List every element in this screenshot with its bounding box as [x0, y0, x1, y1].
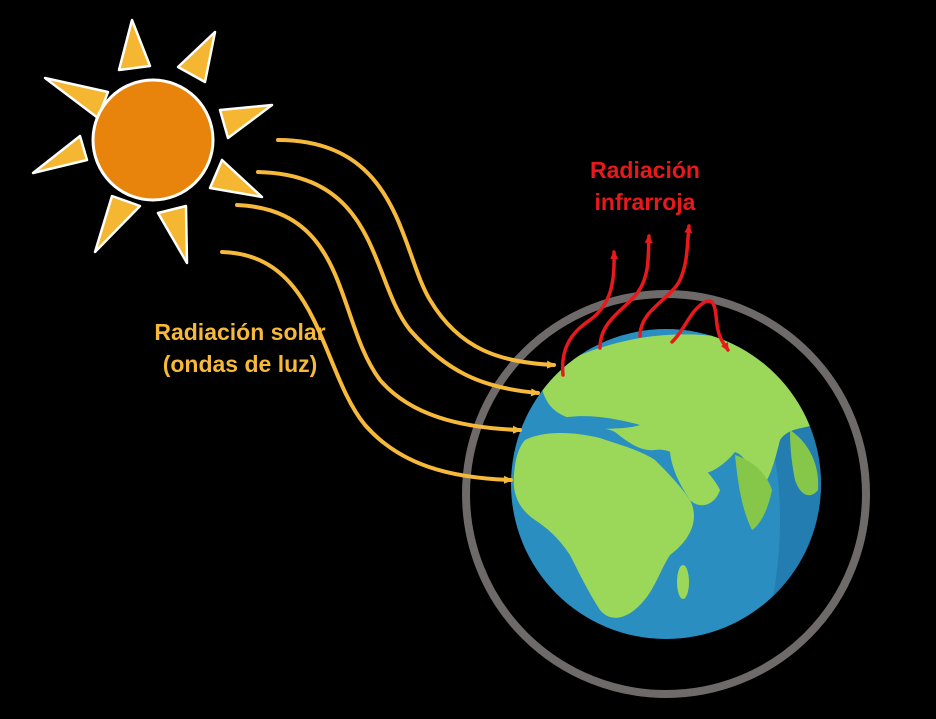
- earth-globe-icon: [511, 329, 821, 639]
- infrared-radiation-label: Radiación infrarroja: [560, 154, 730, 218]
- infrared-ray-arrow: [560, 250, 619, 377]
- infrared-reflected-arrow: [670, 299, 730, 352]
- solar-ray-arrow: [235, 203, 522, 434]
- sun-icon: [31, 18, 274, 265]
- solar-radiation-label: Radiación solar (ondas de luz): [130, 316, 350, 380]
- infrared-label-line2: infrarroja: [594, 189, 696, 215]
- solar-ray-arrow: [220, 250, 513, 484]
- atmosphere-ring: [462, 290, 870, 698]
- solar-ray-arrow: [276, 138, 556, 369]
- solar-label-line2: (ondas de luz): [162, 351, 318, 377]
- infrared-ray-arrow: [638, 224, 693, 338]
- infrared-label-line1: Radiación: [590, 157, 700, 183]
- solar-label-line1: Radiación solar: [154, 319, 326, 345]
- infrared-ray-arrow: [598, 234, 653, 350]
- solar-ray-arrow: [256, 170, 540, 397]
